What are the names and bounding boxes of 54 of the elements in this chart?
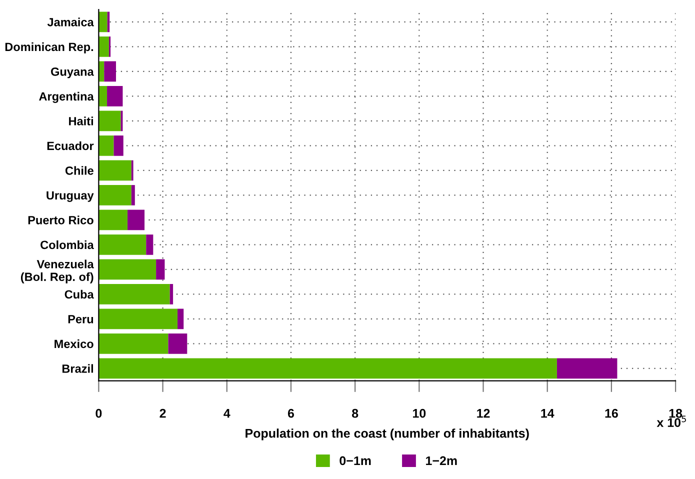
bar	[128, 210, 145, 230]
y-tick-label: Dominican Rep.	[5, 42, 94, 54]
y-tick-label: Ecuador	[47, 141, 94, 150]
bar	[107, 86, 123, 106]
bar	[98, 334, 168, 354]
bar	[556, 358, 618, 379]
bar	[131, 185, 135, 206]
x-tick-label: 10	[413, 408, 426, 418]
bar	[170, 284, 174, 304]
x-tick-label: 4	[224, 409, 230, 418]
bar	[98, 61, 104, 82]
y-tick-label: Venezuela (Bol. Rep. of)	[20, 260, 94, 284]
y-tick-label: Colombia	[40, 240, 94, 250]
bar	[178, 308, 184, 330]
legend-label: 0−1m	[340, 456, 371, 466]
bar	[98, 86, 108, 106]
bar	[146, 234, 154, 255]
bar	[104, 61, 116, 82]
x-tick-label: 14	[541, 409, 554, 418]
y-tick-label: Mexico	[54, 339, 94, 348]
bar	[98, 284, 170, 304]
bar	[98, 259, 156, 280]
y-tick-label: Guyana	[51, 67, 94, 78]
y-tick-label: Haiti	[69, 116, 93, 126]
legend-label: 1−2m	[426, 456, 457, 466]
x-tick-label: 18	[669, 408, 682, 418]
x-axis-title: Population on the coast (number of inhabitants)	[246, 428, 529, 440]
y-tick-label: Puerto Rico	[28, 216, 94, 224]
bar	[98, 36, 109, 57]
x-tick-label: 12	[477, 408, 490, 418]
bar	[98, 358, 557, 379]
bar	[98, 234, 146, 255]
bar	[98, 12, 108, 32]
bar	[98, 136, 114, 156]
y-tick-label: Cuba	[64, 290, 94, 299]
bar	[98, 160, 132, 181]
bar	[156, 259, 165, 280]
bar	[98, 308, 178, 330]
bar	[98, 210, 128, 230]
y-tick-label: Chile	[65, 166, 94, 175]
bar	[98, 185, 132, 206]
x-tick-label: 0	[96, 408, 102, 418]
x-tick-label: 8	[352, 408, 358, 418]
bar	[168, 334, 188, 354]
x-tick-label: 6	[288, 408, 294, 418]
y-tick-label: Jamaica	[47, 18, 94, 26]
y-tick-label: Peru	[68, 315, 94, 324]
bar	[114, 136, 124, 156]
y-tick-label: Brazil	[62, 364, 93, 373]
x-tick-label: 16	[605, 408, 618, 418]
x-tick-label: 2	[160, 408, 166, 418]
bar	[98, 110, 121, 132]
y-tick-label: Uruguay	[46, 191, 94, 202]
y-tick-label: Argentina	[39, 92, 94, 103]
